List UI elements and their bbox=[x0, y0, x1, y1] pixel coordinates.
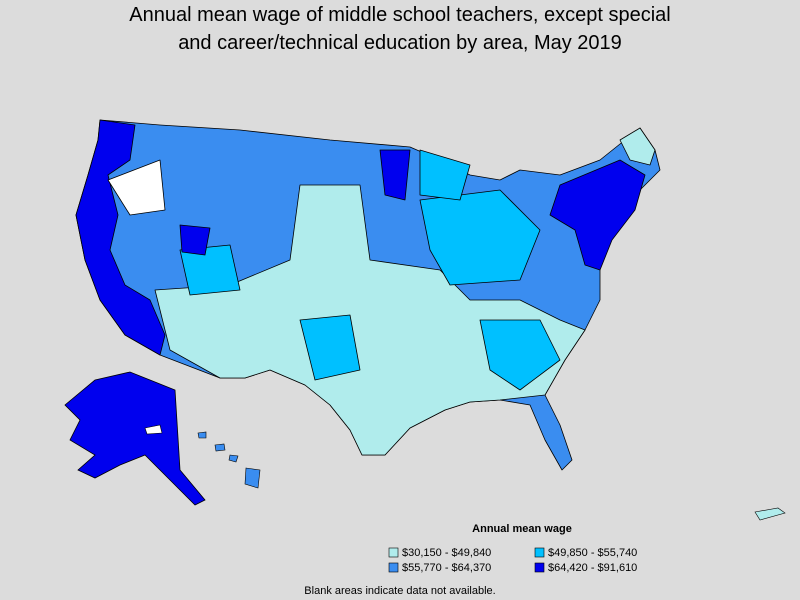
hawaii bbox=[197, 431, 261, 489]
title-line: Annual mean wage of middle school teache… bbox=[129, 4, 670, 26]
legend-label: $49,850 - $55,740 bbox=[548, 547, 637, 559]
region bbox=[75, 119, 166, 356]
region bbox=[154, 184, 586, 456]
legend-swatch bbox=[388, 562, 399, 573]
region bbox=[419, 149, 471, 201]
region bbox=[379, 149, 411, 201]
region bbox=[299, 314, 361, 381]
region bbox=[107, 159, 166, 216]
alaska-island bbox=[144, 424, 163, 435]
region bbox=[419, 189, 541, 286]
alaska bbox=[64, 371, 206, 506]
legend: $30,150 - $49,840 $49,850 - $55,740 $55,77… bbox=[388, 547, 637, 574]
title-line: and career/technical education by area, … bbox=[178, 32, 622, 54]
legend-swatch bbox=[534, 547, 545, 558]
region bbox=[179, 244, 241, 296]
puerto-rico bbox=[754, 507, 786, 521]
region bbox=[479, 319, 561, 391]
legend-title: Annual mean wage bbox=[472, 523, 572, 535]
map bbox=[75, 119, 661, 471]
legend-label: $64,420 - $91,610 bbox=[548, 562, 637, 574]
legend-label: $30,150 - $49,840 bbox=[402, 547, 491, 559]
region bbox=[549, 159, 646, 271]
region bbox=[619, 127, 656, 166]
region bbox=[179, 224, 211, 256]
legend-swatch bbox=[388, 547, 399, 558]
legend-label: $55,770 - $64,370 bbox=[402, 562, 491, 574]
note: Blank areas indicate data not available. bbox=[304, 585, 495, 597]
legend-swatch bbox=[534, 562, 545, 573]
